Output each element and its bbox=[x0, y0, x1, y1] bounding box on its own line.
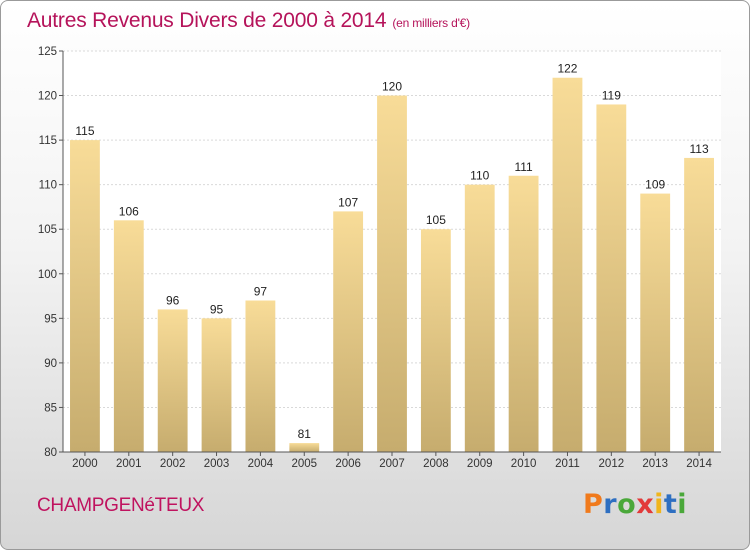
bar-value-label: 107 bbox=[338, 195, 358, 209]
x-tick-label: 2008 bbox=[423, 458, 449, 470]
logo-letter: i bbox=[654, 489, 664, 520]
x-tick-label: 2001 bbox=[116, 458, 142, 470]
x-tick-label: 2006 bbox=[335, 458, 361, 470]
chart-title: Autres Revenus Divers de 2000 à 2014 (en … bbox=[27, 9, 470, 33]
bar bbox=[684, 157, 714, 452]
bar-value-label: 97 bbox=[254, 285, 268, 299]
x-tick-label: 2003 bbox=[204, 458, 230, 470]
y-tick-label: 110 bbox=[39, 180, 57, 192]
bar-value-label: 122 bbox=[557, 62, 577, 76]
logo-letter: o bbox=[617, 489, 637, 520]
y-tick-label: 85 bbox=[44, 402, 57, 414]
proxiti-logo[interactable]: Proxiti bbox=[583, 489, 687, 520]
bar-value-label: 105 bbox=[426, 213, 446, 227]
x-tick-label: 2009 bbox=[467, 458, 493, 470]
logo-letter: r bbox=[603, 489, 618, 520]
bar bbox=[464, 184, 495, 452]
bar-value-label: 119 bbox=[602, 88, 621, 102]
x-tick-label: 2013 bbox=[642, 458, 668, 470]
x-tick-label: 2012 bbox=[599, 458, 625, 470]
logo-letter: t bbox=[663, 489, 678, 520]
chart-title-text: Autres Revenus Divers de 2000 à 2014 bbox=[27, 9, 387, 32]
bar bbox=[333, 211, 364, 452]
bar bbox=[157, 309, 188, 452]
bar-value-label: 115 bbox=[75, 124, 94, 138]
bar-value-label: 111 bbox=[514, 160, 533, 174]
logo-letter: x bbox=[636, 489, 655, 520]
x-tick-label: 2005 bbox=[291, 458, 317, 470]
bar-value-label: 95 bbox=[210, 302, 224, 316]
x-tick-label: 2002 bbox=[160, 458, 186, 470]
bar-value-label: 110 bbox=[470, 169, 489, 183]
x-tick-label: 2014 bbox=[686, 458, 712, 470]
x-tick-label: 2010 bbox=[511, 458, 537, 470]
y-tick-label: 125 bbox=[38, 46, 57, 58]
x-tick-label: 2011 bbox=[555, 458, 580, 470]
y-tick-label: 90 bbox=[44, 358, 57, 370]
y-tick-label: 120 bbox=[38, 91, 57, 103]
bar bbox=[377, 95, 407, 453]
bar bbox=[508, 175, 539, 452]
y-tick-label: 80 bbox=[44, 447, 57, 459]
bar-value-label: 120 bbox=[382, 80, 402, 94]
bar-value-label: 106 bbox=[119, 204, 139, 218]
bar bbox=[640, 193, 671, 453]
commune-name: CHAMPGENéTEUX bbox=[37, 495, 205, 516]
y-tick-label: 105 bbox=[38, 224, 57, 236]
bar-value-label: 81 bbox=[298, 427, 312, 441]
bar bbox=[596, 104, 627, 452]
bar bbox=[289, 443, 320, 452]
chart-unit-note: (en milliers d'€) bbox=[392, 16, 470, 30]
x-tick-label: 2000 bbox=[72, 458, 98, 470]
y-tick-label: 100 bbox=[38, 269, 57, 281]
bar bbox=[201, 318, 232, 452]
bar bbox=[70, 140, 100, 452]
bar-value-label: 109 bbox=[645, 178, 665, 192]
logo-letter: P bbox=[583, 489, 604, 520]
y-tick-label: 115 bbox=[39, 135, 57, 147]
bar bbox=[420, 229, 451, 452]
bar bbox=[113, 220, 144, 452]
bar bbox=[552, 77, 583, 452]
logo-letter: i bbox=[677, 489, 688, 520]
bar-value-label: 96 bbox=[166, 293, 180, 307]
x-tick-label: 2004 bbox=[248, 458, 274, 470]
y-tick-label: 95 bbox=[44, 313, 57, 325]
bar bbox=[245, 300, 276, 452]
bar-value-label: 113 bbox=[689, 142, 708, 156]
x-tick-label: 2007 bbox=[379, 458, 405, 470]
